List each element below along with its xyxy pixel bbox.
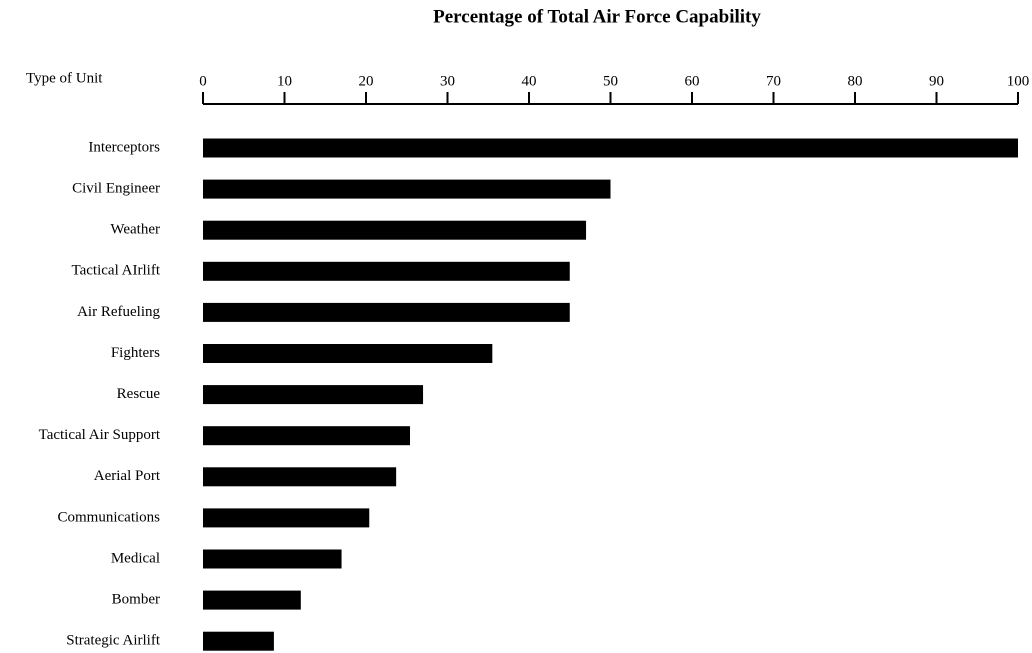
bar xyxy=(203,590,301,610)
x-tick-label: 20 xyxy=(359,73,374,89)
y-tick-label: Bomber xyxy=(112,592,160,608)
x-tick-label: 0 xyxy=(199,73,207,89)
y-tick-label: Communications xyxy=(58,509,161,525)
bar xyxy=(203,261,570,281)
y-tick-label: Air Refueling xyxy=(77,304,160,320)
y-tick-label: Tactical AIrlift xyxy=(72,263,161,279)
bar xyxy=(203,138,1018,158)
y-tick-label: Medical xyxy=(111,550,160,566)
y-tick-label: Interceptors xyxy=(88,139,160,155)
chart-title: Percentage of Total Air Force Capability xyxy=(433,6,761,27)
x-tick-label: 30 xyxy=(440,73,455,89)
bar xyxy=(203,467,397,487)
bar xyxy=(203,302,570,322)
bar xyxy=(203,220,587,240)
bar xyxy=(203,385,424,405)
y-tick-label: Rescue xyxy=(117,386,161,402)
y-axis-label: Type of Unit xyxy=(26,70,103,86)
bar xyxy=(203,426,411,446)
x-tick-label: 90 xyxy=(929,73,944,89)
y-tick-label: Civil Engineer xyxy=(72,181,160,197)
x-tick-label: 70 xyxy=(766,73,781,89)
y-tick-label: Weather xyxy=(110,222,160,238)
y-tick-label: Fighters xyxy=(111,345,160,361)
x-tick-label: 80 xyxy=(848,73,863,89)
bar xyxy=(203,508,370,528)
x-tick-label: 100 xyxy=(1007,73,1030,89)
y-tick-label: Tactical Air Support xyxy=(39,427,161,443)
bar xyxy=(203,549,342,569)
x-tick-label: 50 xyxy=(603,73,618,89)
x-tick-label: 10 xyxy=(277,73,292,89)
y-tick-label: Strategic Airlift xyxy=(66,633,161,649)
bar xyxy=(203,631,274,651)
x-tick-label: 40 xyxy=(522,73,537,89)
y-tick-label: Aerial Port xyxy=(94,468,161,484)
x-tick-label: 60 xyxy=(685,73,700,89)
bar xyxy=(203,344,493,363)
bar xyxy=(203,179,611,199)
